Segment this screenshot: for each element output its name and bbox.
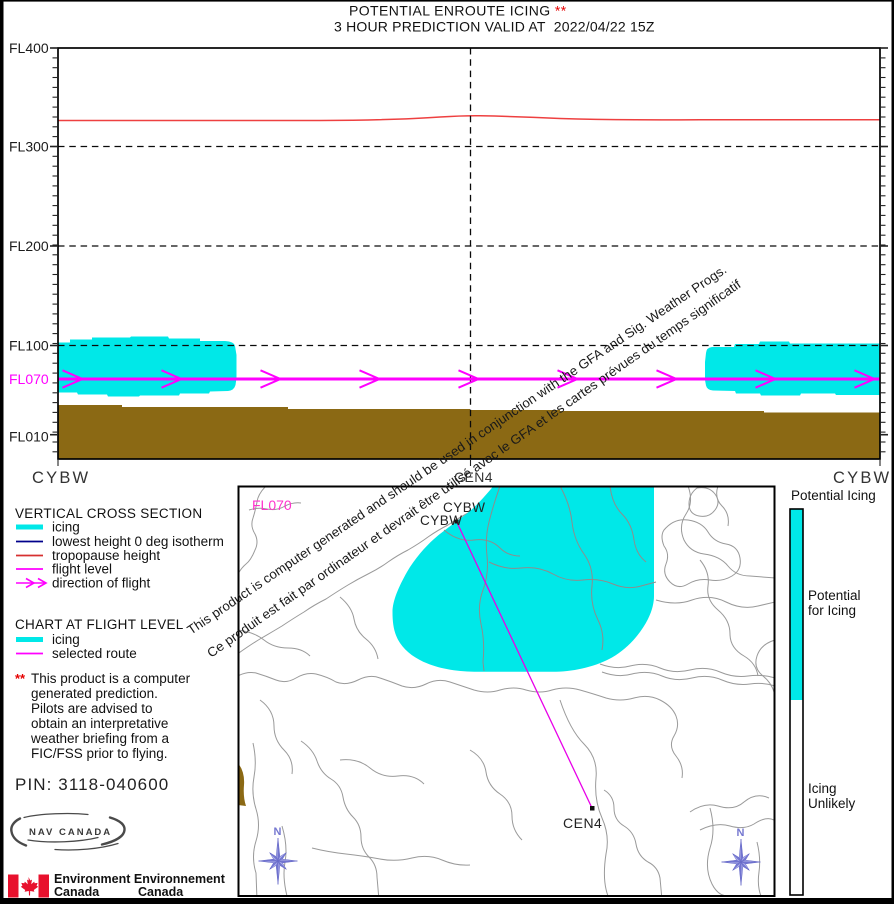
svg-text:N: N: [274, 826, 282, 838]
svg-text:Canada: Canada: [54, 885, 100, 899]
svg-text:selected route: selected route: [52, 646, 137, 661]
svg-text:FL100: FL100: [9, 338, 49, 354]
svg-text:direction of flight: direction of flight: [52, 576, 151, 591]
svg-text:Unlikely: Unlikely: [808, 796, 856, 811]
svg-text:Icing: Icing: [808, 781, 837, 796]
svg-text:tropopause height: tropopause height: [52, 548, 160, 563]
svg-text:icing: icing: [52, 632, 80, 647]
svg-text:CYBW: CYBW: [833, 469, 891, 487]
svg-text:CHART AT FLIGHT LEVEL: CHART AT FLIGHT LEVEL: [15, 617, 184, 632]
svg-text:FL070: FL070: [9, 371, 49, 387]
svg-text:FL070: FL070: [252, 497, 292, 513]
svg-text:This product is a computer: This product is a computer: [31, 671, 191, 686]
svg-text:VERTICAL CROSS SECTION: VERTICAL CROSS SECTION: [15, 506, 202, 521]
svg-text:obtain an interpretative: obtain an interpretative: [31, 716, 168, 731]
svg-text:lowest height 0 deg isotherm: lowest height 0 deg isotherm: [52, 534, 224, 549]
svg-text:weather briefing from a: weather briefing from a: [30, 731, 170, 746]
svg-text:N: N: [737, 827, 745, 839]
svg-text:3 HOUR PREDICTION VALID AT 20: 3 HOUR PREDICTION VALID AT 2022/04/22 15…: [334, 19, 655, 35]
svg-text:FIC/FSS prior to flying.: FIC/FSS prior to flying.: [31, 746, 168, 761]
svg-text:FL400: FL400: [9, 40, 49, 56]
svg-text:NAV CANADA: NAV CANADA: [29, 827, 112, 838]
svg-text:flight level: flight level: [52, 562, 112, 577]
svg-text:POTENTIAL ENROUTE ICING **: POTENTIAL ENROUTE ICING **: [349, 3, 567, 19]
svg-text:Canada: Canada: [138, 885, 184, 899]
svg-text:Environment Environnement: Environment Environnement: [54, 872, 226, 886]
svg-text:CEN4: CEN4: [454, 469, 493, 485]
svg-text:PIN: 3118-040600: PIN: 3118-040600: [15, 775, 169, 794]
svg-text:Pilots are advised to: Pilots are advised to: [31, 701, 153, 716]
svg-text:Potential: Potential: [808, 588, 861, 603]
svg-text:FL010: FL010: [9, 429, 49, 445]
svg-text:generated prediction.: generated prediction.: [31, 686, 158, 701]
svg-text:FL200: FL200: [9, 238, 49, 254]
svg-text:CYBW: CYBW: [420, 513, 463, 528]
svg-text:CYBW: CYBW: [443, 500, 486, 515]
svg-text:icing: icing: [52, 520, 80, 535]
svg-text:CYBW: CYBW: [32, 469, 90, 487]
svg-text:CEN4: CEN4: [563, 815, 602, 831]
svg-text:**: **: [15, 671, 26, 686]
svg-text:FL300: FL300: [9, 139, 49, 155]
svg-text:for Icing: for Icing: [808, 603, 856, 618]
svg-text:Potential Icing: Potential Icing: [791, 488, 876, 503]
